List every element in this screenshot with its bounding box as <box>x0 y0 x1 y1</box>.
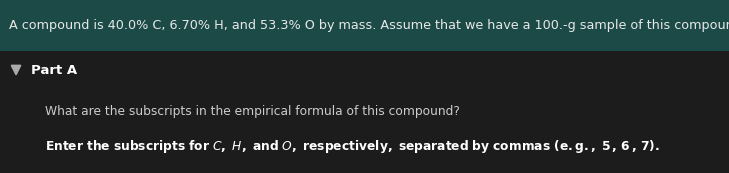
Text: A compound is 40.0% C, 6.70% H, and 53.3% O by mass. Assume that we have a 100.-: A compound is 40.0% C, 6.70% H, and 53.3… <box>9 19 729 32</box>
Text: $\mathbf{Enter\ the\ subscripts\ for\ }$$\mathit{C}$$\mathbf{,\ }$$\mathit{H}$$\: $\mathbf{Enter\ the\ subscripts\ for\ }$… <box>45 138 660 155</box>
Text: Part A: Part A <box>31 63 77 77</box>
Text: What are the subscripts in the empirical formula of this compound?: What are the subscripts in the empirical… <box>45 105 460 118</box>
FancyBboxPatch shape <box>0 0 729 51</box>
Polygon shape <box>11 65 20 75</box>
